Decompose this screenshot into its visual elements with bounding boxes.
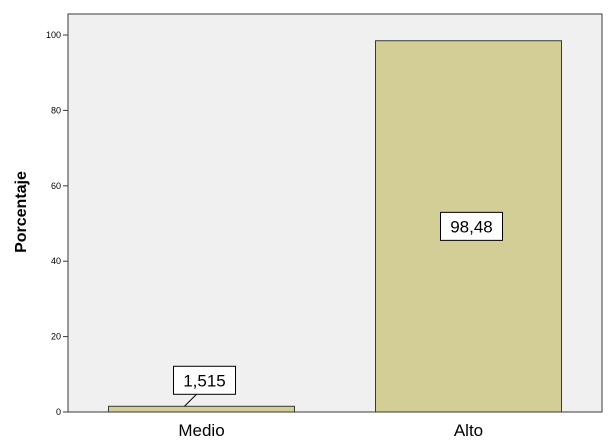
bar-medio: [108, 405, 295, 413]
data-label-leader: [184, 393, 197, 407]
data-label-box: [440, 211, 503, 241]
y-tick-label: 60: [51, 181, 61, 191]
data-labels: 1,515 98,48: [173, 211, 503, 407]
category-label: Alto: [454, 421, 483, 440]
data-label: 1,515: [183, 371, 226, 390]
data-label: 98,48: [450, 217, 493, 236]
y-axis-title: Porcentaje: [13, 171, 30, 253]
y-tick-label: 80: [51, 105, 61, 115]
y-tick-label: 0: [56, 407, 61, 417]
y-axis-ticks: 0 20 40 60 80 100: [46, 30, 68, 417]
data-label-box: [173, 365, 236, 395]
category-labels: Medio Alto: [178, 421, 483, 440]
y-tick-label: 20: [51, 332, 61, 342]
category-label: Medio: [178, 421, 224, 440]
y-tick-label: 40: [51, 256, 61, 266]
y-tick-label: 100: [46, 30, 61, 40]
